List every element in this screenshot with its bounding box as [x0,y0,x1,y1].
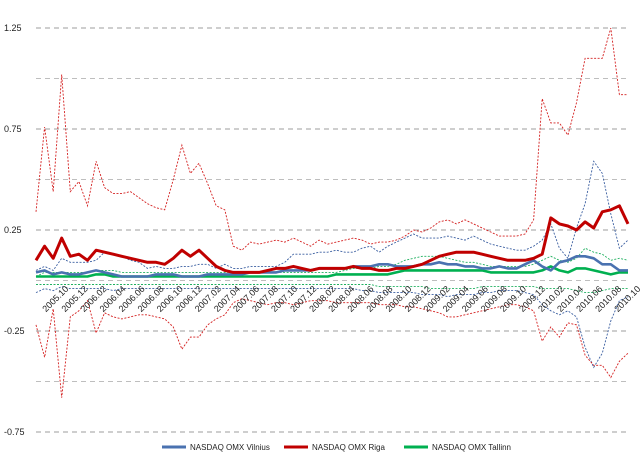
legend-label: NASDAQ OMX Riga [312,443,385,452]
y-tick-label: -0.25 [4,326,25,336]
gridlines [36,27,628,433]
band-upper-series-0 [35,160,629,271]
y-tick-label: -0.75 [4,427,25,437]
legend: NASDAQ OMX Vilnius NASDAQ OMX Riga NASDAQ … [162,443,511,452]
legend-label: NASDAQ OMX Tallinn [432,443,511,452]
y-tick-label: 0.75 [4,124,22,134]
series-lines [34,204,630,278]
band-lower-series-1 [35,298,629,398]
confidence-bands [35,27,629,398]
y-tick-label: 0.25 [4,225,22,235]
band-lower-series-2 [36,284,628,294]
series-line-0 [35,255,628,278]
band-lower-series-0 [35,286,629,369]
legend-label: NASDAQ OMX Vilnius [190,443,270,452]
band-upper-series-1 [35,27,628,251]
series-line-1 [34,204,630,274]
y-axis-ticks: -0.75 -0.25 0.25 0.75 1.25 [4,23,25,437]
y-tick-label: 1.25 [4,23,22,33]
band-upper-series-2 [35,247,629,277]
